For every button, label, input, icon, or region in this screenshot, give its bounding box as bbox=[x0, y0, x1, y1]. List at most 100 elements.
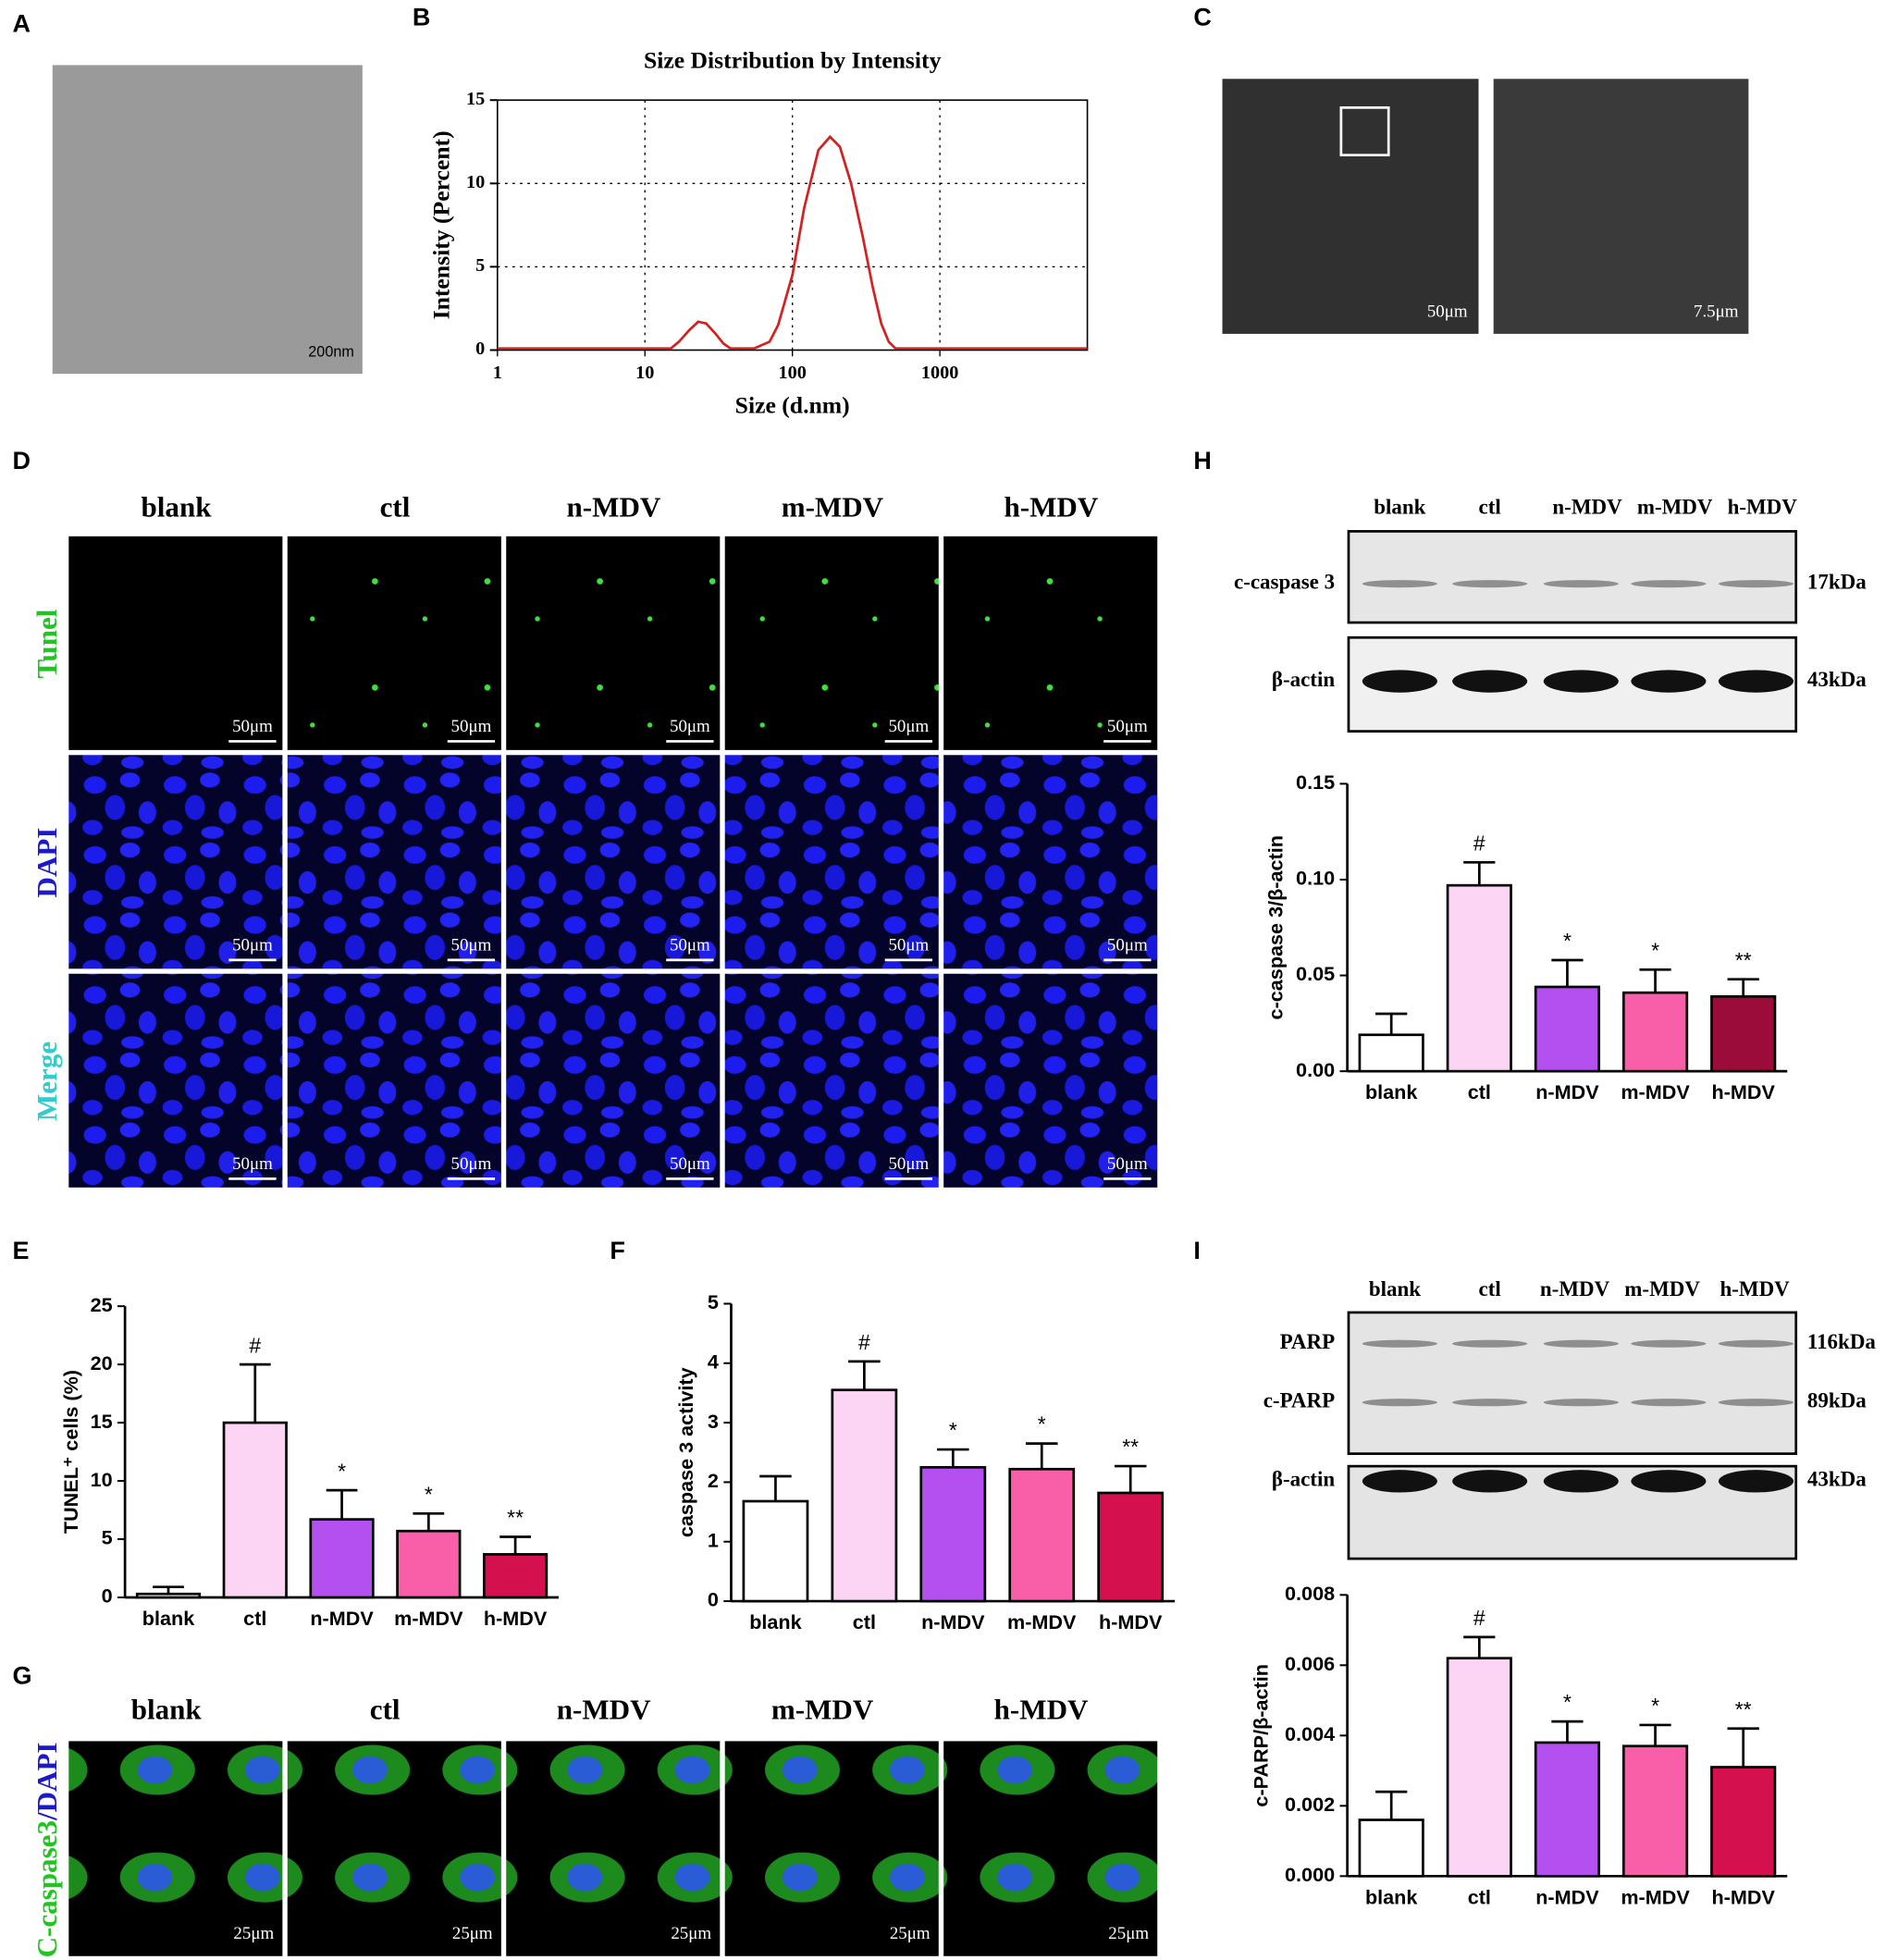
scale-bar-label: 50μm bbox=[1107, 935, 1148, 955]
panel-label: G bbox=[13, 1662, 32, 1690]
band bbox=[1718, 670, 1794, 693]
bar bbox=[919, 1465, 987, 1603]
x-tick-label: m-MDV bbox=[1007, 1610, 1077, 1633]
significance-mark: ** bbox=[1735, 948, 1752, 972]
bar bbox=[1710, 994, 1777, 1073]
micrograph bbox=[287, 1741, 501, 1956]
y-tick-label: 0.008 bbox=[1285, 1582, 1335, 1605]
micrograph bbox=[506, 536, 721, 750]
lane-label: h-MDV bbox=[1728, 495, 1798, 518]
y-tick-label: 4 bbox=[708, 1350, 719, 1373]
y-tick-label: 5 bbox=[708, 1290, 719, 1313]
y-tick-label: 0.006 bbox=[1285, 1652, 1335, 1675]
x-tick-label: 10 bbox=[635, 363, 654, 383]
scale-bar-label: 50μm bbox=[1107, 1154, 1148, 1174]
micrograph bbox=[68, 755, 283, 969]
chart-title: Size Distribution by Intensity bbox=[644, 47, 942, 74]
band bbox=[1362, 580, 1437, 588]
band-label: β-actin bbox=[1272, 668, 1335, 691]
scale-bar-label: 50μm bbox=[451, 935, 492, 955]
bar bbox=[396, 1529, 462, 1599]
significance-mark: * bbox=[949, 1418, 957, 1442]
band-size: 43kDa bbox=[1807, 668, 1867, 691]
x-tick-label: h-MDV bbox=[484, 1607, 548, 1630]
micrograph bbox=[943, 755, 1158, 969]
panel-label: H bbox=[1193, 447, 1212, 475]
band bbox=[1543, 1399, 1619, 1407]
band bbox=[1452, 580, 1528, 588]
x-tick-label: blank bbox=[749, 1610, 802, 1633]
scale-bar-label: 200nm bbox=[308, 343, 354, 360]
y-tick-label: 0.00 bbox=[1296, 1058, 1335, 1081]
bar bbox=[1710, 1766, 1777, 1878]
x-tick-label: n-MDV bbox=[921, 1610, 985, 1633]
x-tick-label: blank bbox=[142, 1607, 195, 1630]
micrograph bbox=[506, 1741, 721, 1956]
x-tick-label: n-MDV bbox=[1535, 1885, 1599, 1908]
x-tick-label: m-MDV bbox=[1621, 1885, 1690, 1908]
significance-mark: * bbox=[1038, 1412, 1046, 1436]
scale-bar-label: 25μm bbox=[233, 1924, 274, 1943]
zoom-box bbox=[1339, 105, 1390, 157]
y-tick-label: 3 bbox=[708, 1410, 719, 1433]
significance-mark: * bbox=[1563, 929, 1572, 953]
y-axis-label: Intensity (Percent) bbox=[428, 130, 455, 319]
panel-label: C bbox=[1193, 4, 1212, 31]
band-label: c-caspase 3 bbox=[1234, 570, 1335, 593]
bar bbox=[1621, 991, 1689, 1073]
scale-bar-label: 50μm bbox=[1107, 717, 1148, 736]
x-tick-label: blank bbox=[1365, 1080, 1418, 1103]
band bbox=[1543, 580, 1619, 588]
lane-label: blank bbox=[1369, 1277, 1421, 1301]
band bbox=[1631, 1339, 1707, 1348]
micrograph bbox=[68, 1741, 283, 1956]
row-label-part: /DAPI bbox=[31, 1742, 63, 1821]
lane-label: m-MDV bbox=[1637, 495, 1713, 518]
band bbox=[1631, 1470, 1707, 1493]
bar bbox=[742, 1499, 809, 1603]
panel-label: B bbox=[413, 4, 431, 31]
row-label: Tunel bbox=[31, 609, 63, 678]
panel-label: E bbox=[13, 1237, 30, 1264]
y-tick-label: 0.10 bbox=[1296, 867, 1335, 890]
lane-label: blank bbox=[1374, 495, 1425, 518]
scale-bar-label: 50μm bbox=[232, 935, 273, 955]
micrograph bbox=[724, 973, 939, 1188]
y-tick-label: 10 bbox=[466, 172, 485, 192]
x-tick-label: m-MDV bbox=[394, 1607, 463, 1630]
micrograph bbox=[943, 1741, 1158, 1956]
column-header: n-MDV bbox=[567, 491, 661, 524]
significance-mark: * bbox=[425, 1482, 433, 1506]
band bbox=[1452, 1470, 1528, 1493]
x-tick-label: 100 bbox=[778, 363, 806, 383]
band bbox=[1718, 580, 1794, 588]
significance-mark: # bbox=[1473, 1606, 1485, 1630]
y-tick-label: 0.002 bbox=[1285, 1793, 1335, 1816]
x-tick-label: 1000 bbox=[921, 363, 959, 383]
significance-mark: * bbox=[1563, 1690, 1572, 1714]
bar bbox=[1008, 1467, 1076, 1603]
y-tick-label: 1 bbox=[708, 1528, 719, 1551]
y-tick-label: 2 bbox=[708, 1469, 719, 1492]
y-tick-label: 5 bbox=[102, 1526, 113, 1549]
column-header: m-MDV bbox=[771, 1693, 874, 1725]
band bbox=[1543, 1470, 1619, 1493]
bar bbox=[222, 1421, 288, 1599]
panel-label: I bbox=[1193, 1237, 1201, 1264]
scale-bar-label: 50μm bbox=[1427, 302, 1468, 321]
significance-mark: # bbox=[858, 1330, 870, 1354]
x-tick-label: ctl bbox=[853, 1610, 876, 1633]
bar bbox=[135, 1592, 202, 1599]
bar bbox=[1534, 1741, 1601, 1878]
significance-mark: # bbox=[1473, 831, 1485, 855]
bar bbox=[1446, 1657, 1512, 1878]
column-header: n-MDV bbox=[557, 1693, 651, 1725]
y-tick-label: 0.05 bbox=[1296, 962, 1335, 985]
bar bbox=[1358, 1033, 1424, 1073]
y-tick-label: 5 bbox=[475, 255, 485, 276]
x-tick-label: ctl bbox=[1468, 1080, 1491, 1103]
micrograph bbox=[724, 536, 939, 750]
x-tick-label: h-MDV bbox=[1099, 1610, 1163, 1633]
